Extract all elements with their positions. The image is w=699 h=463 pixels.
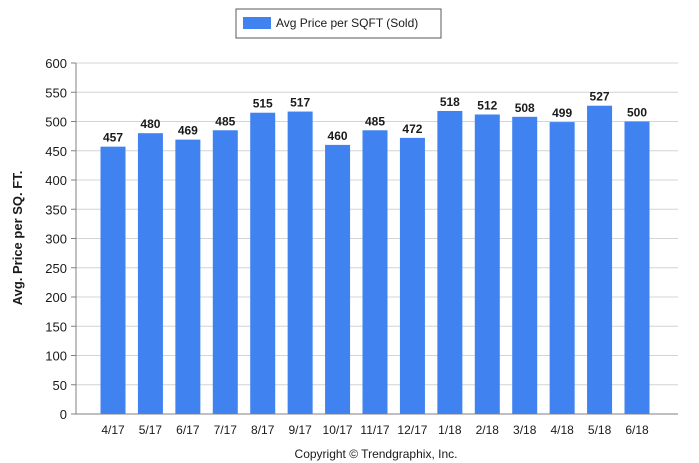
y-tick-label: 300	[45, 232, 67, 247]
data-label: 469	[178, 124, 198, 138]
bar-3-18	[512, 116, 538, 414]
y-tick-label: 50	[53, 378, 67, 393]
data-labels: 457 480 469 485 515 517 460 485 472 518 512 508 499 5…	[103, 90, 647, 145]
bar-10-17	[325, 144, 351, 414]
y-tick-label: 550	[45, 85, 67, 100]
x-tick-label: 1/18	[438, 423, 462, 437]
x-axis-ticks: 4/17 5/17 6/17 7/17 8/17 9/17 10/17 11/17 12/17 1…	[101, 423, 649, 437]
legend-swatch	[243, 17, 271, 29]
x-tick-label: 6/17	[176, 423, 200, 437]
x-tick-label: 2/18	[476, 423, 500, 437]
y-tick-label: 400	[45, 173, 67, 188]
legend-label: Avg Price per SQFT (Sold)	[276, 16, 418, 30]
data-label: 485	[215, 114, 235, 128]
bar-4-18	[549, 122, 575, 415]
x-tick-label: 5/18	[588, 423, 612, 437]
y-tick-label: 500	[45, 115, 67, 130]
y-tick-label: 150	[45, 319, 67, 334]
y-tick-label: 0	[60, 407, 67, 422]
data-label: 480	[140, 117, 160, 131]
legend: Avg Price per SQFT (Sold)	[235, 8, 442, 39]
data-label: 517	[290, 96, 310, 110]
data-label: 485	[365, 114, 385, 128]
x-tick-label: 10/17	[323, 423, 353, 437]
x-tick-label: 9/17	[288, 423, 312, 437]
x-tick-label: 12/17	[397, 423, 427, 437]
data-label: 500	[627, 106, 647, 120]
bar-2-18	[474, 114, 500, 414]
x-tick-label: 4/17	[101, 423, 125, 437]
copyright-footer: Copyright © Trendgraphix, Inc.	[295, 447, 458, 461]
data-label: 460	[328, 129, 348, 143]
y-tick-label: 600	[45, 56, 67, 71]
x-tick-label: 6/18	[625, 423, 649, 437]
bar-12-17	[399, 137, 425, 414]
y-tick-label: 250	[45, 261, 67, 276]
x-tick-label: 11/17	[360, 423, 389, 437]
bar-1-18	[437, 110, 463, 414]
bar-11-17	[362, 130, 388, 414]
y-tick-label: 450	[45, 144, 67, 159]
bar-5-17	[137, 133, 163, 414]
x-tick-label: 4/18	[550, 423, 574, 437]
x-tick-label: 5/17	[139, 423, 163, 437]
data-label: 515	[253, 97, 273, 111]
y-tick-label: 100	[45, 349, 67, 364]
y-axis-title: Avg. Price per SQ. FT.	[10, 171, 25, 306]
bars	[100, 105, 650, 415]
y-tick-label: 200	[45, 290, 67, 305]
bar-7-17	[212, 130, 238, 414]
bar-4-17	[100, 146, 126, 414]
data-label: 518	[440, 95, 460, 109]
data-label: 508	[515, 101, 535, 115]
data-label: 457	[103, 131, 123, 145]
y-axis-ticks: 0 50 100 150 200 250 300 350 400 450 500 550 600	[45, 56, 76, 422]
data-label: 512	[477, 98, 497, 112]
y-tick-label: 350	[45, 202, 67, 217]
bar-5-18	[587, 105, 613, 414]
x-tick-label: 3/18	[513, 423, 537, 437]
bar-8-17	[250, 112, 276, 414]
data-label: 527	[590, 90, 610, 104]
bar-9-17	[287, 111, 313, 415]
data-label: 499	[552, 106, 572, 120]
x-tick-label: 7/17	[214, 423, 238, 437]
bar-6-18	[624, 121, 650, 414]
data-label: 472	[402, 122, 422, 136]
x-tick-label: 8/17	[251, 423, 275, 437]
bar-6-17	[175, 139, 201, 414]
